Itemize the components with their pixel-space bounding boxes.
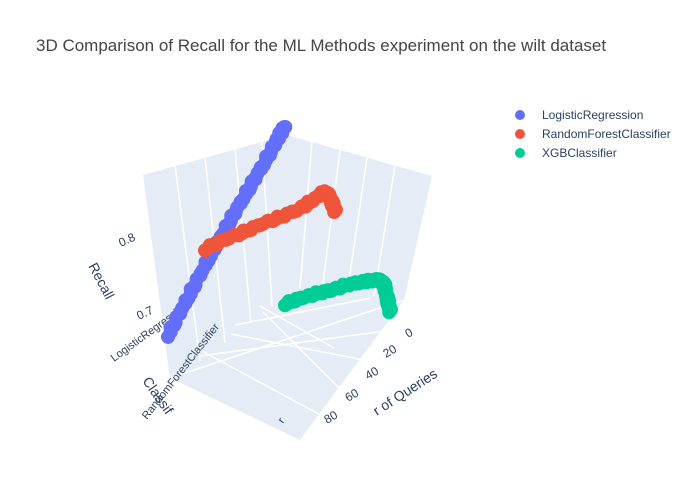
legend-marker-randomforestclassifier xyxy=(515,129,525,139)
y-tick-label: r xyxy=(276,416,288,426)
gridline xyxy=(299,141,313,290)
scene-floor xyxy=(170,288,404,440)
legend-item-xgbclassifier[interactable]: XGBClassifier xyxy=(515,146,617,160)
legend-label-xgbclassifier: XGBClassifier xyxy=(542,146,617,160)
legend-label-logisticregression: LogisticRegression xyxy=(542,108,643,122)
gridline xyxy=(174,164,201,362)
legend-item-randomforestclassifier[interactable]: RandomForestClassifier xyxy=(515,127,671,141)
legend-marker-xgbclassifier xyxy=(515,148,525,158)
gridline xyxy=(199,330,386,357)
legend: LogisticRegression RandomForestClassifie… xyxy=(515,108,671,160)
series-xgbclassifier xyxy=(278,272,398,320)
x-tick-label: 0 xyxy=(403,325,416,341)
z-tick-label: 0.8 xyxy=(116,230,137,250)
gridline xyxy=(199,349,327,419)
x-tick-label: 40 xyxy=(363,364,382,383)
gridline xyxy=(169,299,405,379)
z-axis-ticks: 0.7 0.8 xyxy=(116,230,155,323)
series-logisticregression xyxy=(161,120,293,344)
x-axis-title: r of Queries xyxy=(370,365,440,418)
gridline xyxy=(259,305,335,349)
data-point xyxy=(327,205,342,220)
legend-item-logisticregression[interactable]: LogisticRegression xyxy=(515,108,643,122)
x-tick-label: 20 xyxy=(381,342,400,361)
scene-wall-right xyxy=(287,135,432,300)
legend-label-randomforestclassifier: RandomForestClassifier xyxy=(542,127,671,141)
x-tick-label: 80 xyxy=(322,408,341,427)
data-point xyxy=(382,305,397,320)
gridline xyxy=(321,149,341,292)
x-tick-label: 60 xyxy=(343,386,362,405)
chart-title: 3D Comparison of Recall for the ML Metho… xyxy=(36,36,606,55)
series-randomforestclassifier xyxy=(198,184,343,258)
gridline xyxy=(262,311,343,392)
z-tick-label: 0.7 xyxy=(134,303,155,323)
gridline xyxy=(346,157,368,295)
data-point xyxy=(277,120,292,135)
legend-marker-logisticregression xyxy=(515,110,525,120)
z-axis-title: Recall xyxy=(85,260,117,302)
data-points xyxy=(161,120,398,344)
gridline xyxy=(234,297,372,326)
